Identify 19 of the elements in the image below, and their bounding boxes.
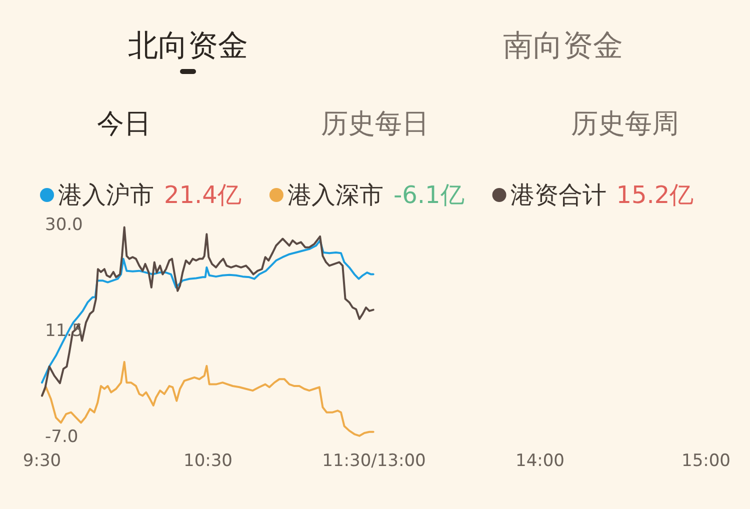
text: 21.4亿 [164, 181, 242, 209]
x-tick-label: 11:30/13:00 [322, 451, 426, 471]
text: -6.1亿 [393, 181, 464, 209]
legend-label: 港入沪市 [58, 181, 154, 209]
line-series [41, 239, 374, 384]
text: 15:00 [682, 451, 730, 471]
y-tick-label: 30.0 [45, 215, 83, 235]
text: 历史每周 [571, 108, 679, 140]
chart-title: 北向资金 [128, 28, 248, 64]
x-tick-label: 9:30 [22, 451, 62, 471]
x-tick-label: 10:30 [184, 451, 232, 471]
legend-label: 港资合计 [510, 181, 606, 209]
y-tick-label: -7.0 [45, 427, 78, 447]
text: 历史每日 [321, 108, 429, 140]
chart-subtitle: 今日 [97, 108, 151, 140]
text: 南向资金 [503, 28, 623, 64]
text: 15.2亿 [616, 181, 694, 209]
text: 14:00 [516, 451, 564, 471]
legend-label: 港入深市 [287, 181, 384, 209]
